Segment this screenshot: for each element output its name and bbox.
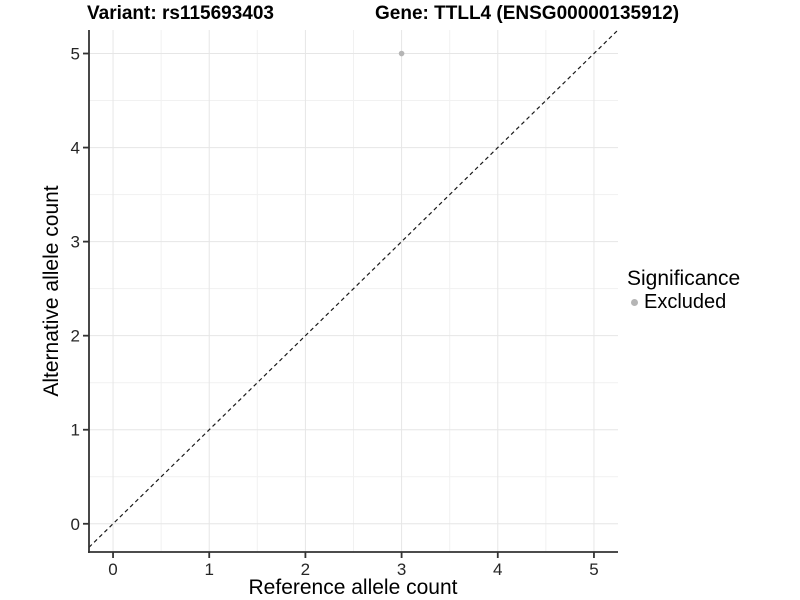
data-point [398, 50, 405, 57]
x-tick-label: 4 [493, 560, 502, 579]
x-tick-label: 5 [589, 560, 598, 579]
x-tick-label: 3 [397, 560, 406, 579]
y-tick-label: 4 [71, 139, 80, 158]
x-tick-label: 2 [301, 560, 310, 579]
plot-title-variant: Variant: rs115693403 [87, 3, 274, 24]
x-tick-label: 1 [204, 560, 213, 579]
legend-entry-excluded: Excluded [627, 291, 740, 313]
identity-line [88, 29, 619, 548]
y-tick-label: 0 [71, 515, 80, 534]
y-tick-label: 2 [71, 327, 80, 346]
y-tick-label: 5 [71, 45, 80, 64]
legend-entry-label: Excluded [644, 290, 727, 313]
y-axis-title: Alternative allele count [40, 185, 63, 397]
y-tick-label: 3 [71, 233, 80, 252]
plot-title-gene: Gene: TTLL4 (ENSG00000135912) [375, 3, 680, 24]
y-tick-label: 1 [71, 421, 80, 440]
legend: Significance Excluded [627, 267, 740, 313]
legend-point-icon [630, 298, 638, 306]
x-tick-label: 0 [108, 560, 117, 579]
legend-key [627, 295, 641, 309]
x-axis-title: Reference allele count [248, 576, 458, 599]
legend-title: Significance [627, 267, 741, 290]
